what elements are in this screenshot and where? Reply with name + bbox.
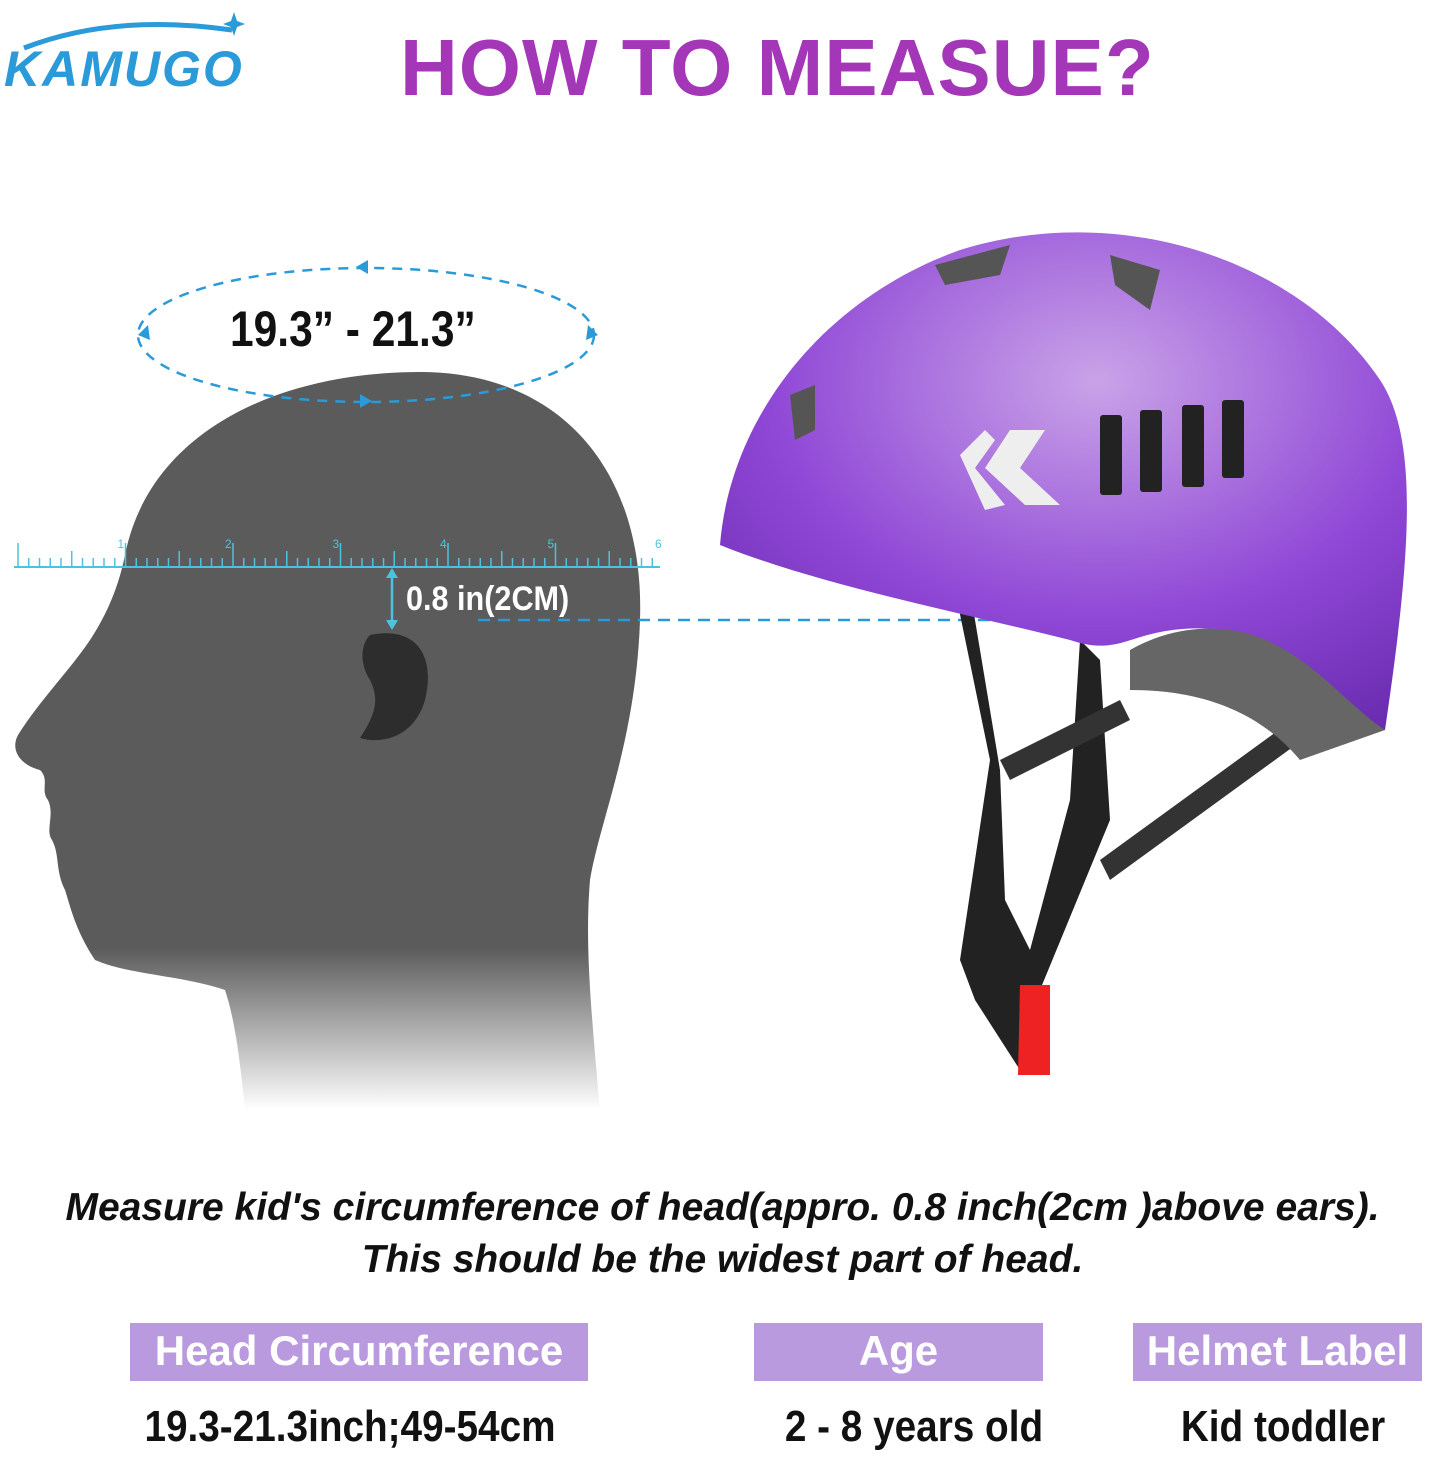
ruler-number: 4 xyxy=(440,537,447,551)
ruler-number: 6 xyxy=(655,537,662,551)
ruler-number: 5 xyxy=(548,537,555,551)
page-title: HOW TO MEASUE? xyxy=(400,23,1155,112)
instruction-line-1: Measure kid's circumference of head(appr… xyxy=(65,1186,1380,1229)
measurement-illustration: 1 2 3 4 5 6 xyxy=(14,232,1407,1110)
offset-label: 0.8 in(2CM) xyxy=(406,580,570,618)
star-icon xyxy=(223,12,245,36)
ruler: 1 2 3 4 5 6 xyxy=(14,537,662,568)
value-head-circumference: 19.3-21.3inch;49-54cm xyxy=(144,1402,556,1451)
header-head-circumference: Head Circumference xyxy=(130,1323,588,1381)
head-silhouette xyxy=(15,372,641,1110)
value-helmet-label: Kid toddler xyxy=(1180,1402,1386,1451)
kamugo-logo xyxy=(23,12,245,51)
ear-icon xyxy=(360,633,428,741)
ruler-number: 3 xyxy=(333,537,340,551)
helmet-image xyxy=(720,232,1407,1075)
header-helmet-label: Helmet Label xyxy=(1133,1323,1422,1381)
ruler-number: 1 xyxy=(118,537,125,551)
circumference-label: 19.3” - 21.3” xyxy=(230,301,476,357)
header-age: Age xyxy=(754,1323,1043,1381)
logo-text: KAMUGO xyxy=(4,41,244,97)
value-age: 2 - 8 years old xyxy=(784,1402,1044,1451)
instruction-line-2: This should be the widest part of head. xyxy=(361,1238,1084,1281)
ruler-number: 2 xyxy=(225,537,232,551)
